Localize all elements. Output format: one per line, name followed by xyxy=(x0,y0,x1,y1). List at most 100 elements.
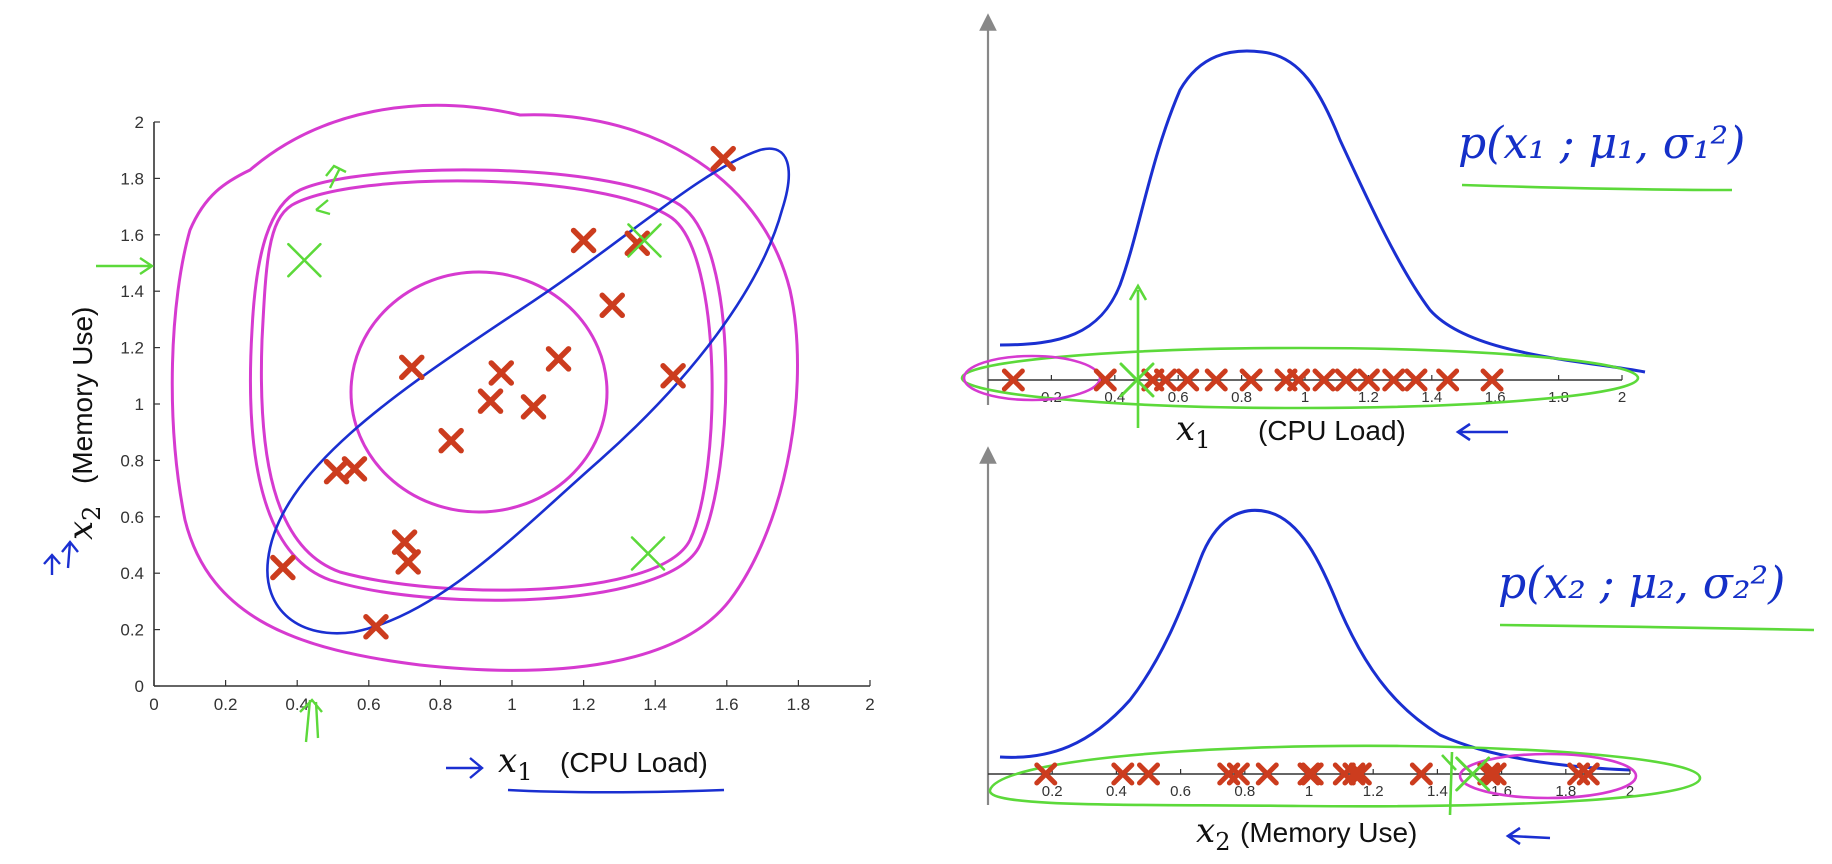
green-annotation-marks xyxy=(96,164,347,743)
x2-density-x-var: x xyxy=(1196,811,1215,851)
contour-inner xyxy=(349,270,609,514)
scatter-point xyxy=(599,292,625,319)
magenta-contours xyxy=(170,103,799,672)
x1-density-x-var: x xyxy=(1176,409,1195,449)
scatter-x-tick-label: 0.4 xyxy=(285,695,309,714)
x2-density-curve xyxy=(999,508,1631,772)
scatter-point xyxy=(545,346,572,372)
density-tick-label: 0.6 xyxy=(1168,389,1189,406)
density-point xyxy=(1404,368,1428,392)
x1-green-ellipse xyxy=(960,346,1640,410)
x2-density-points xyxy=(1034,762,1600,786)
x1-density-anomaly xyxy=(1119,362,1155,398)
x2-density-x-title: x2 (Memory Use) xyxy=(1196,811,1417,856)
scatter-point xyxy=(395,549,421,575)
x2-density-formula: p(x₂ ; μ₂, σ₂²) xyxy=(1498,558,1785,609)
scatter-point xyxy=(624,230,651,257)
density-tick-label: 1.2 xyxy=(1363,783,1384,800)
x1-density-x-title: x1 (CPU Load) xyxy=(1176,409,1406,454)
x1-density-ticks: 0.2 0.4 0.6 0.8 1 1.2 1.4 1.6 1.8 2 xyxy=(1041,375,1626,406)
scatter-point xyxy=(399,354,425,381)
density-point xyxy=(1111,762,1135,786)
x2-green-ellipse xyxy=(988,744,1702,808)
density-tick-label: 1.8 xyxy=(1555,783,1576,800)
scatter-x-label: (CPU Load) xyxy=(560,747,708,778)
scatter-x-tick-label: 1.8 xyxy=(787,695,811,714)
density-tick-label: 1.4 xyxy=(1421,389,1442,406)
contour-middle-2 xyxy=(259,179,714,592)
density-point xyxy=(1204,368,1228,392)
x2-annotations xyxy=(988,623,1815,846)
scatter-points xyxy=(270,145,736,640)
scatter-x-tick-label: 2 xyxy=(865,695,874,714)
scatter-x-tick-label: 0.2 xyxy=(214,695,238,714)
scatter-x-title: x1 (CPU Load) xyxy=(498,741,708,786)
scatter-point xyxy=(477,388,504,414)
density-point xyxy=(1382,368,1406,392)
x1-density-curve xyxy=(999,49,1646,374)
scatter-y-tick-label: 1 xyxy=(135,395,144,414)
scatter-point xyxy=(660,363,686,389)
density-point xyxy=(1001,368,1025,392)
x2-anomaly-mark xyxy=(1441,751,1457,816)
scatter-y-tick-label: 1.6 xyxy=(120,226,144,245)
density-tick-label: 0.2 xyxy=(1042,783,1063,800)
x1-formula-underline xyxy=(1461,183,1733,192)
x2-density-x-label: (Memory Use) xyxy=(1240,817,1417,848)
scatter-y-tick-label: 0.6 xyxy=(120,508,144,527)
svg-text:x2: x2 xyxy=(61,506,106,540)
density-tick-label: 0.6 xyxy=(1170,783,1191,800)
density-tick-label: 0.4 xyxy=(1106,783,1127,800)
scatter-anomaly-point xyxy=(287,242,322,278)
scatter-point xyxy=(270,554,296,581)
scatter-anomaly-point xyxy=(627,223,662,258)
scatter-y-tick-label: 2 xyxy=(135,113,144,132)
scatter-point xyxy=(438,427,464,454)
svg-text:x2: x2 xyxy=(1196,811,1230,856)
density-tick-label: 0.8 xyxy=(1231,389,1252,406)
scatter-anomalies xyxy=(287,223,666,571)
scatter-x-sub: 1 xyxy=(517,758,532,786)
density-x2-panel: 0.2 0.4 0.6 0.8 1 1.2 1.4 1.6 1.8 2 p(x₂ ; μ₂, σ₂… xyxy=(979,446,1815,856)
scatter-y-tick-label: 1.4 xyxy=(120,282,144,301)
x1-density-x-label: (CPU Load) xyxy=(1258,415,1406,446)
density-tick-label: 0.8 xyxy=(1234,783,1255,800)
scatter-point xyxy=(341,456,368,482)
x2-formula-underline xyxy=(1499,623,1815,632)
x1-anomaly-arrow xyxy=(1128,283,1148,428)
density-point xyxy=(1436,368,1460,392)
scatter-x-tick-label: 1.6 xyxy=(715,695,739,714)
density-point xyxy=(1137,762,1160,786)
scatter-point xyxy=(520,394,547,420)
scatter-x-tick-label: 0 xyxy=(149,695,158,714)
scatter-x-tick-label: 1.4 xyxy=(643,695,667,714)
density-tick-label: 1.2 xyxy=(1358,389,1379,406)
scatter-point xyxy=(363,614,389,640)
density-tick-label: 1.4 xyxy=(1427,783,1448,800)
svg-text:x1: x1 xyxy=(1176,409,1210,454)
x1-magenta-ellipse xyxy=(962,354,1102,402)
scatter-x-ticks: 0 0.2 0.4 0.6 0.8 1 1.2 1.4 1.6 1.8 2 xyxy=(149,680,875,714)
contour-outer xyxy=(170,103,799,672)
density-point xyxy=(1176,368,1200,392)
density-point xyxy=(1409,762,1433,786)
density-point xyxy=(1287,368,1311,392)
scatter-y-tick-label: 0 xyxy=(135,677,144,696)
scatter-y-tick-label: 0.2 xyxy=(120,621,144,640)
density-point xyxy=(1239,368,1263,392)
density-point xyxy=(1093,368,1117,392)
scatter-point xyxy=(710,145,736,172)
density-tick-label: 2 xyxy=(1618,389,1626,406)
scatter-y-sub: 2 xyxy=(78,506,106,521)
scatter-anomaly-point xyxy=(630,536,666,571)
scatter-point xyxy=(488,360,515,386)
contour-middle xyxy=(248,168,728,602)
density-anomaly-point xyxy=(1455,756,1491,792)
density-anomaly-point xyxy=(1119,362,1155,398)
scatter-y-var: x xyxy=(61,521,101,540)
density-point xyxy=(1477,762,1501,786)
density-point xyxy=(1342,762,1366,786)
scatter-y-tick-label: 1.8 xyxy=(120,169,144,188)
scatter-y-tick-label: 0.4 xyxy=(120,564,144,583)
